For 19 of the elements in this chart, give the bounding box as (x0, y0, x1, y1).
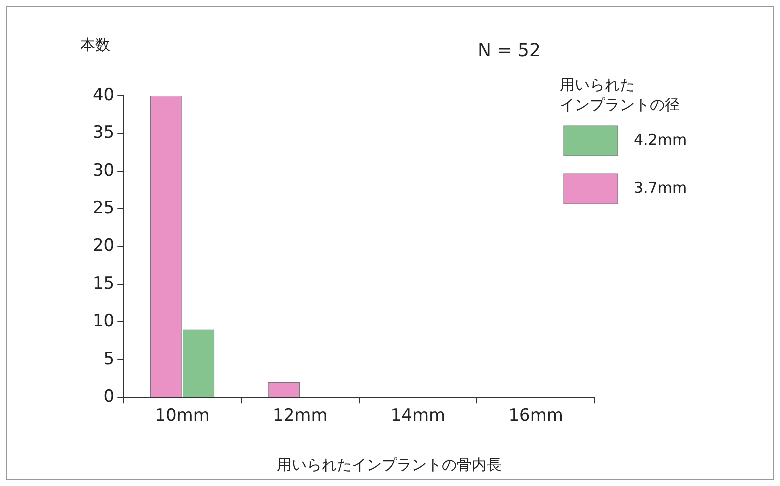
y-tick-label: 20 (92, 236, 115, 256)
legend-label: 3.7mm (634, 178, 688, 197)
x-axis-title: 用いられたインプラントの骨内長 (276, 456, 502, 474)
y-tick-label: 15 (92, 274, 115, 294)
x-tick-label: 16mm (508, 406, 564, 426)
legend-label: 4.2mm (634, 130, 688, 149)
x-tick-label: 10mm (155, 406, 210, 426)
y-tick-label: 25 (92, 198, 115, 219)
x-tick-label: 12mm (273, 406, 328, 426)
x-tick-label: 14mm (390, 406, 446, 426)
y-tick-label: 5 (104, 349, 115, 370)
y-tick-label: 40 (92, 85, 115, 106)
y-axis-title: 本数 (80, 36, 111, 54)
y-tick-label: 35 (92, 123, 115, 144)
y-tick-label: 0 (104, 387, 115, 408)
text: N = 52 (478, 40, 541, 62)
y-tick-label: 30 (92, 160, 115, 181)
y-tick-label: 10 (92, 312, 115, 332)
legend-title: 用いられたインプラントの径 (560, 76, 680, 114)
